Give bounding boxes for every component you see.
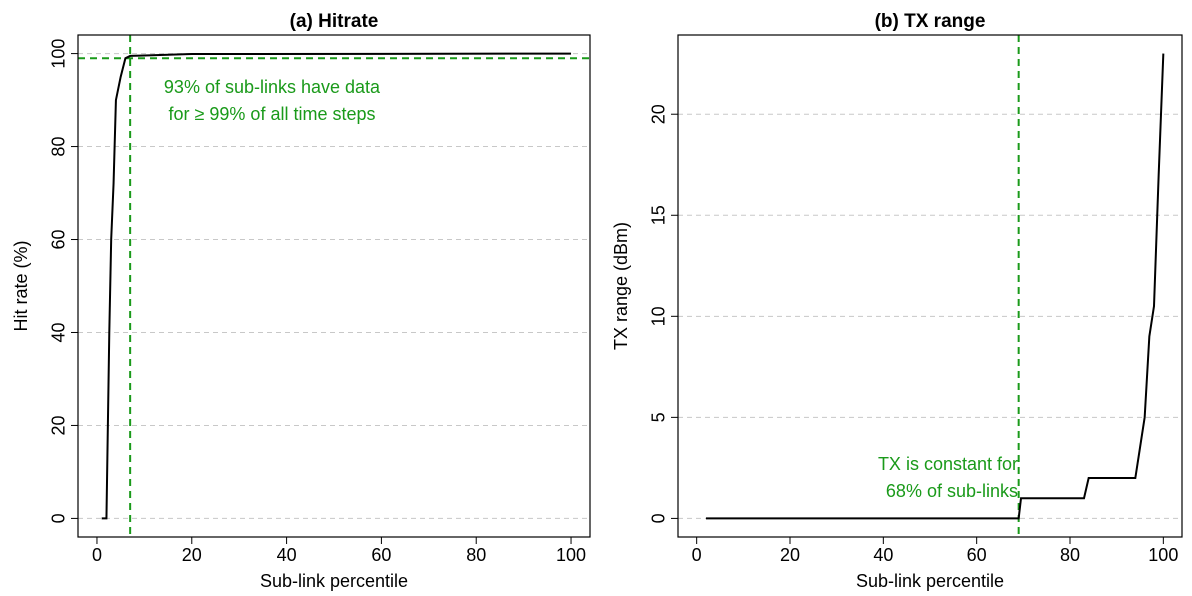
chart-title: (a) Hitrate [290,11,379,32]
y-tick-label: 0 [649,513,669,523]
annotation: for ≥ 99% of all time steps [169,104,376,124]
x-axis-label: Sub-link percentile [260,571,408,591]
x-axis-label: Sub-link percentile [856,571,1004,591]
y-tick-label: 20 [649,104,669,124]
x-tick-label: 40 [873,545,893,565]
x-tick-label: 20 [780,545,800,565]
y-tick-label: 40 [49,322,69,342]
y-tick-label: 0 [49,513,69,523]
x-tick-label: 100 [1148,545,1178,565]
y-tick-label: 5 [649,412,669,422]
y-tick-label: 60 [49,230,69,250]
annotation: 68% of sub-links [886,481,1018,501]
y-tick-label: 100 [49,39,69,69]
y-tick-label: 80 [49,137,69,157]
data-line [101,52,572,520]
plot-frame [77,34,591,538]
y-tick-label: 15 [649,205,669,225]
y-axis-label: Hit rate (%) [11,240,31,331]
plot-frame [677,34,1183,538]
x-tick-label: 100 [556,545,586,565]
y-tick-label: 10 [649,306,669,326]
x-tick-label: 60 [967,545,987,565]
y-tick-label: 20 [49,415,69,435]
annotation: 93% of sub-links have data [164,77,381,97]
x-tick-label: 20 [182,545,202,565]
x-tick-label: 40 [277,545,297,565]
x-tick-label: 0 [692,545,702,565]
data-line [706,53,1165,520]
x-tick-label: 60 [371,545,391,565]
y-axis-label: TX range (dBm) [611,222,631,350]
annotation: TX is constant for [878,454,1018,474]
x-tick-label: 0 [92,545,102,565]
chart-title: (b) TX range [875,11,986,32]
x-tick-label: 80 [466,545,486,565]
x-tick-label: 80 [1060,545,1080,565]
